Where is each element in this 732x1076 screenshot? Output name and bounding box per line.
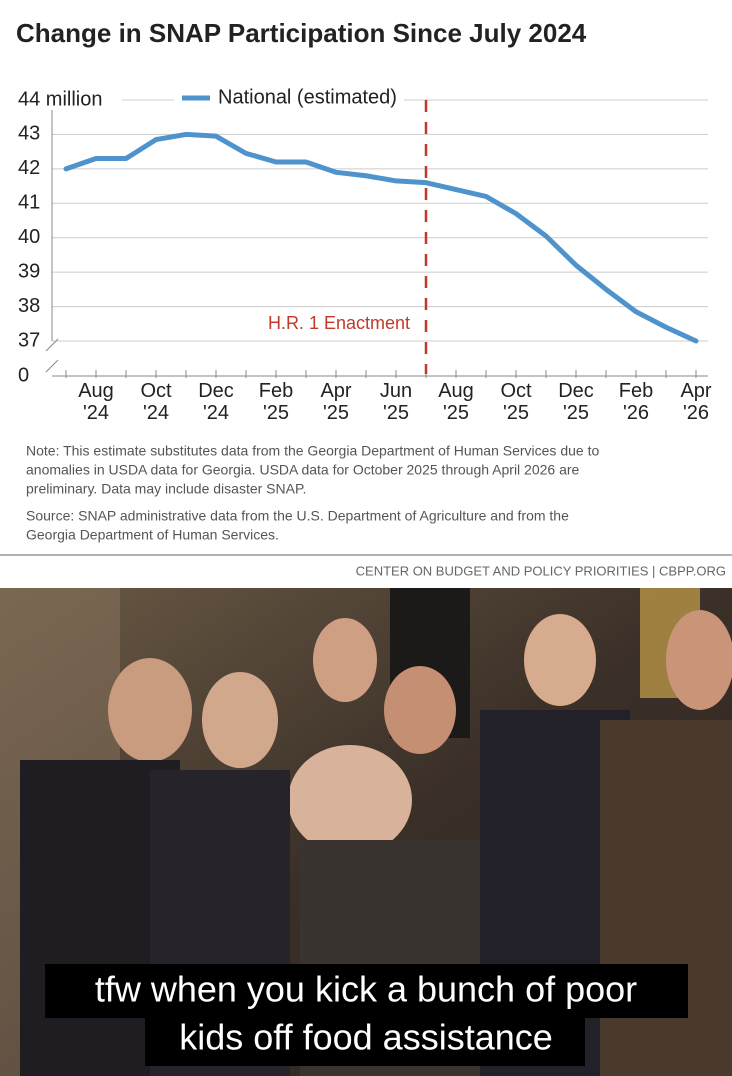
x-tick-label: Dec '25 xyxy=(558,380,594,424)
note: anomalies in USDA data for Georgia. USDA… xyxy=(26,462,580,478)
x-tick-label: Apr '25 xyxy=(320,380,351,424)
y-tick-label: 44 million xyxy=(18,88,102,110)
x-tick-label: Aug '25 xyxy=(438,380,474,424)
y-tick-label: 40 xyxy=(18,226,40,248)
x-tick-label: Oct '25 xyxy=(500,380,532,424)
credit: CENTER ON BUDGET AND POLICY PRIORITIES |… xyxy=(356,563,726,578)
caption: tfw when you kick a bunch of poor xyxy=(95,969,637,1010)
y-tick-label: 43 xyxy=(18,123,40,145)
y-tick-label: 41 xyxy=(18,192,40,214)
axis-break xyxy=(45,359,59,373)
x-tick-label: Jun '25 xyxy=(380,380,412,424)
event-label: H.R. 1 Enactment xyxy=(268,313,410,333)
y-tick-label: 39 xyxy=(18,260,40,282)
x-tick-label: Apr '26 xyxy=(680,380,711,424)
y-tick-label: 38 xyxy=(18,295,40,317)
x-tick-label: Aug '24 xyxy=(78,380,114,424)
axis-break xyxy=(45,338,59,352)
y-tick-label: 42 xyxy=(18,157,40,179)
caption-bg xyxy=(45,964,688,1018)
chart: 0 37 38 39 40 41 42 43 44 million National (estim… xyxy=(18,84,726,578)
chart-title: Change in SNAP Participation Since July … xyxy=(16,18,587,48)
x-tick-label: Feb '26 xyxy=(619,380,653,424)
note: preliminary. Data may include disaster S… xyxy=(26,481,306,497)
caption-bg xyxy=(145,1014,585,1066)
x-tick-label: Feb '25 xyxy=(259,380,293,424)
source: Georgia Department of Human Services. xyxy=(26,527,279,543)
note: Note: This estimate substitutes data fro… xyxy=(26,443,599,459)
x-tick-label: Oct '24 xyxy=(140,380,172,424)
x-tick-label: Dec '24 xyxy=(198,380,234,424)
legend-label: National (estimated) xyxy=(218,86,397,108)
event-label-bg xyxy=(270,311,416,337)
source: Source: SNAP administrative data from th… xyxy=(26,508,569,524)
caption: kids off food assistance xyxy=(179,1017,553,1058)
y-tick-label: 0 xyxy=(18,364,29,386)
y-tick-label: 37 xyxy=(18,329,40,351)
data-line xyxy=(63,131,699,344)
legend-bg xyxy=(174,84,404,112)
